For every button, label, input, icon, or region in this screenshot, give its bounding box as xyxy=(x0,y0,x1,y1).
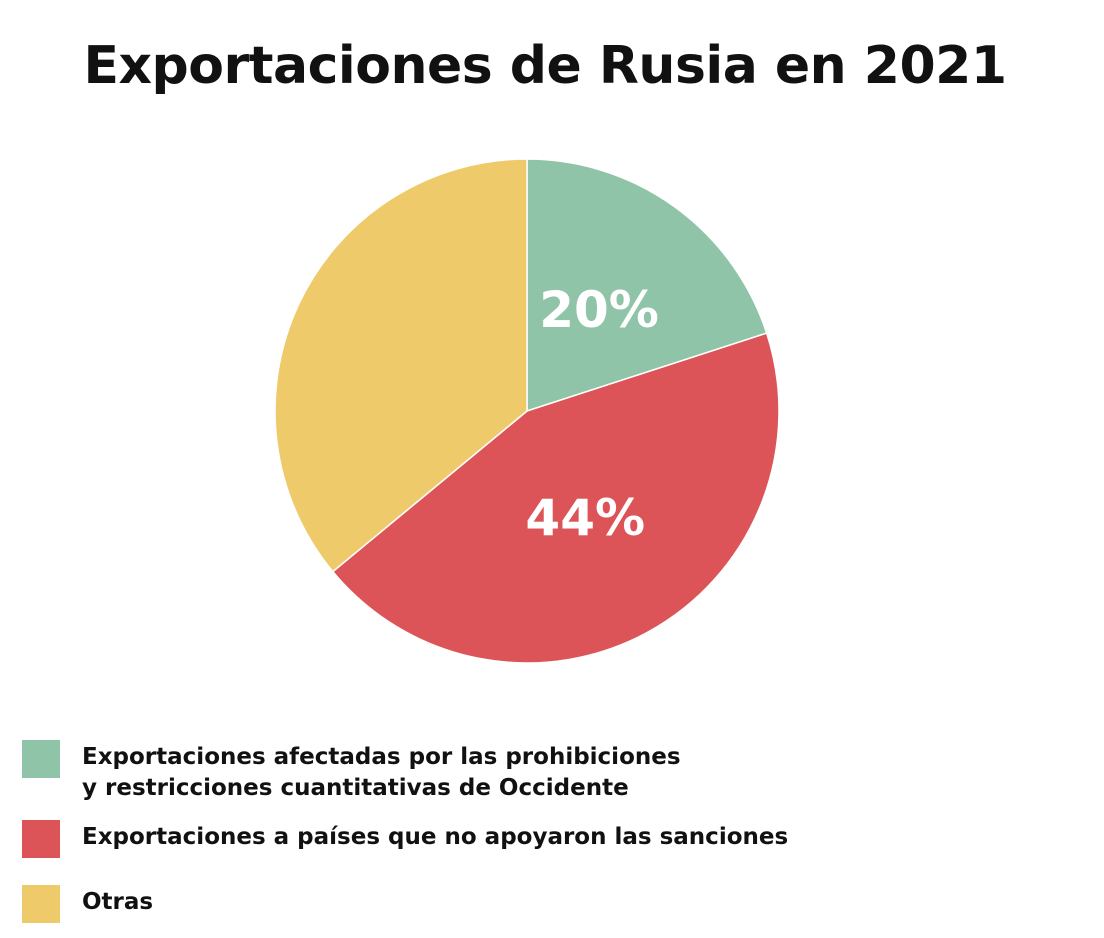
chart-title: Exportaciones de Rusia en 2021 xyxy=(83,36,1007,96)
pie-slice-0 xyxy=(526,158,768,413)
legend-label-line: y restricciones cuantitativas de Occiden… xyxy=(82,775,629,801)
legend-swatch-1 xyxy=(22,820,60,858)
pie-slice-2 xyxy=(274,158,528,573)
pie-slice-1 xyxy=(331,332,780,664)
pie-chart: 20% 44% xyxy=(274,158,780,664)
legend-swatch-2 xyxy=(22,885,60,923)
legend-label-2: Otras xyxy=(82,887,153,918)
legend-label-line: Exportaciones a países que no apoyaron l… xyxy=(82,824,789,850)
legend-label-1: Exportaciones a países que no apoyaron l… xyxy=(82,822,788,853)
legend-label-line: Exportaciones afectadas por las prohibic… xyxy=(82,744,681,770)
data-label-1: 44% xyxy=(525,489,645,547)
data-label-0: 20% xyxy=(539,281,659,339)
legend-swatch-0 xyxy=(22,740,60,778)
legend-label-line: Otras xyxy=(82,889,154,915)
legend-label-0: Exportaciones afectadas por las prohibic… xyxy=(82,742,681,804)
